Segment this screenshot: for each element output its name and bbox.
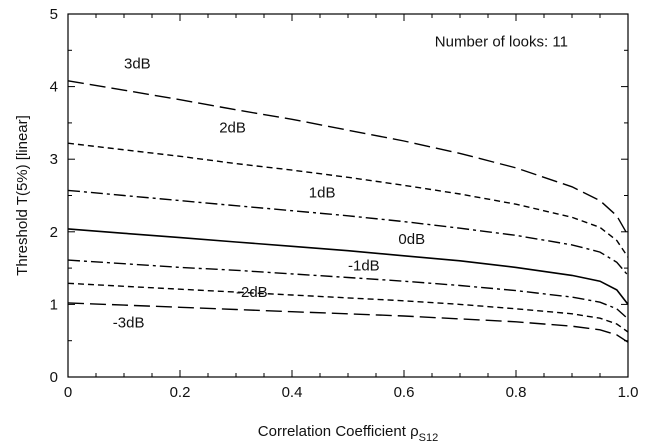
x-axis-title-text: Correlation Coefficient ρ xyxy=(258,423,419,440)
looks-annotation: Number of looks: 11 xyxy=(435,34,568,51)
y-tick-label: 4 xyxy=(50,79,58,96)
y-axis-title: Threshold T(5%) [linear] xyxy=(14,115,31,276)
x-tick-label: 0.6 xyxy=(394,384,415,401)
series-line--1dB xyxy=(67,259,629,320)
series-label-0dB: 0dB xyxy=(398,231,425,248)
series-line-3dB xyxy=(67,80,629,236)
y-tick-label: 1 xyxy=(50,296,58,313)
x-tick-label: 0.8 xyxy=(506,384,527,401)
x-tick-label: 1.0 xyxy=(618,384,639,401)
y-tick-label: 5 xyxy=(50,6,58,23)
series-line-2dB xyxy=(67,142,629,258)
series-line--3dB xyxy=(67,302,629,343)
series-line-0dB xyxy=(67,228,629,305)
plot-frame xyxy=(67,13,629,378)
y-tick-label: 2 xyxy=(50,224,58,241)
y-tick-label: 0 xyxy=(50,369,58,386)
series-label--3dB: -3dB xyxy=(113,315,145,332)
x-axis-title-subscript: S12 xyxy=(419,432,439,444)
series-label-3dB: 3dB xyxy=(124,55,151,72)
series-label--2dB: -2dB xyxy=(236,284,268,301)
series-label-1dB: 1dB xyxy=(309,185,336,202)
series-line--2dB xyxy=(67,282,629,333)
x-tick-label: 0 xyxy=(64,384,72,401)
x-tick-label: 0.2 xyxy=(170,384,191,401)
series-line-1dB xyxy=(67,189,629,276)
series-label--1dB: -1dB xyxy=(348,257,380,274)
y-tick-label: 3 xyxy=(50,151,58,168)
x-tick-label: 0.4 xyxy=(282,384,303,401)
series-label-2dB: 2dB xyxy=(219,119,246,136)
x-axis-title: Correlation Coefficient ρS12 xyxy=(258,423,438,444)
